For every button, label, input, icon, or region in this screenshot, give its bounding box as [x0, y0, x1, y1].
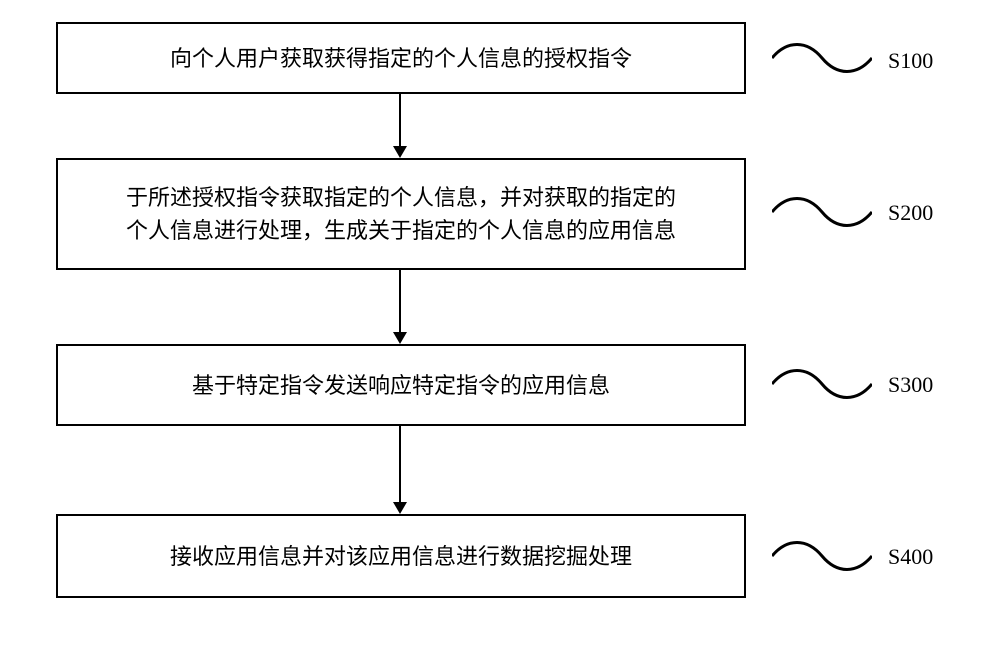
flow-node-text: 接收应用信息并对该应用信息进行数据挖掘处理 [170, 540, 632, 573]
flow-edge [399, 94, 401, 146]
flow-edge [399, 426, 401, 502]
arrowhead-icon [393, 502, 407, 514]
flow-node-text: 向个人用户获取获得指定的个人信息的授权指令 [170, 42, 632, 75]
step-label-s100: S100 [888, 48, 933, 74]
tilde-connector-icon [772, 194, 872, 230]
step-label-s400: S400 [888, 544, 933, 570]
flow-edge [399, 270, 401, 332]
flow-node-text: 于所述授权指令获取指定的个人信息，并对获取的指定的 个人信息进行处理，生成关于指… [126, 181, 676, 247]
arrowhead-icon [393, 332, 407, 344]
flow-node-s300: 基于特定指令发送响应特定指令的应用信息 [56, 344, 746, 426]
tilde-connector-icon [772, 40, 872, 76]
flow-node-s200: 于所述授权指令获取指定的个人信息，并对获取的指定的 个人信息进行处理，生成关于指… [56, 158, 746, 270]
flow-node-s100: 向个人用户获取获得指定的个人信息的授权指令 [56, 22, 746, 94]
step-label-s300: S300 [888, 372, 933, 398]
flow-node-s400: 接收应用信息并对该应用信息进行数据挖掘处理 [56, 514, 746, 598]
tilde-connector-icon [772, 538, 872, 574]
tilde-connector-icon [772, 366, 872, 402]
flow-node-text: 基于特定指令发送响应特定指令的应用信息 [192, 369, 610, 402]
flowchart-canvas: 向个人用户获取获得指定的个人信息的授权指令 S100 于所述授权指令获取指定的个人信… [0, 0, 1000, 654]
step-label-s200: S200 [888, 200, 933, 226]
arrowhead-icon [393, 146, 407, 158]
